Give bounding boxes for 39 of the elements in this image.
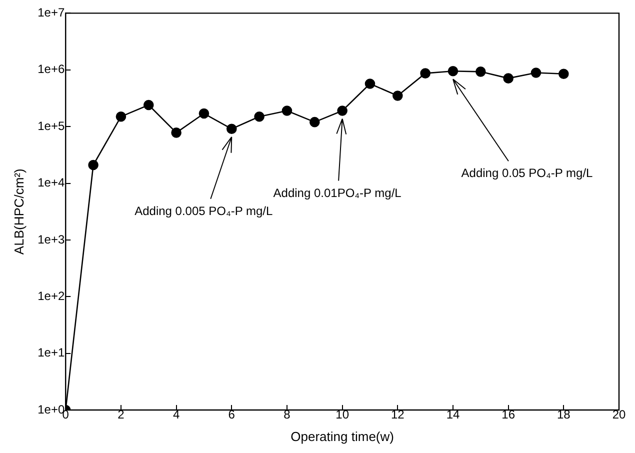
point [558,68,569,80]
point [503,73,514,84]
annotation: Adding 0.05 PO₄-P mg/L [461,166,594,180]
y-tick-label: 1e+1 [38,346,65,360]
y-tick-label: 1e+7 [38,6,65,20]
x-tick-label: 10 [336,408,350,422]
point [226,124,237,134]
x-tick-label: 20 [612,408,626,422]
y-tick-label: 1e+5 [38,118,65,133]
point [420,68,430,78]
y-tick-label: 1e+6 [38,62,65,76]
annotation: Adding 0.01PO₄-P mg/L [273,186,402,200]
point [282,106,292,116]
y-tick-label: 1e+3 [38,232,65,246]
point [530,68,542,78]
x-tick-label: 8 [284,408,291,422]
x-tick-label: 18 [556,408,571,422]
point [254,111,264,122]
point [392,90,403,101]
y-axis-title: ALB(HPC/cm²) [11,168,26,255]
point [116,111,126,122]
y-tick-label: 1e+2 [38,288,65,303]
point [364,78,376,89]
point [448,66,458,76]
x-axis-title: Operating time(w) [290,428,394,444]
point [143,100,154,110]
point [309,116,320,128]
x-tick-label: 14 [446,408,460,422]
point [171,128,182,138]
x-tick-label: 6 [228,408,236,422]
point [88,160,98,170]
annotation: Adding 0.005 PO₄-P mg/L [134,204,274,218]
point [476,66,486,77]
point [198,108,210,119]
y-tick-label: 1e+4 [38,176,65,190]
x-tick-label: 16 [502,408,516,422]
point [337,106,348,116]
x-tick-label: 12 [390,408,405,422]
x-tick-label: 4 [172,408,180,422]
